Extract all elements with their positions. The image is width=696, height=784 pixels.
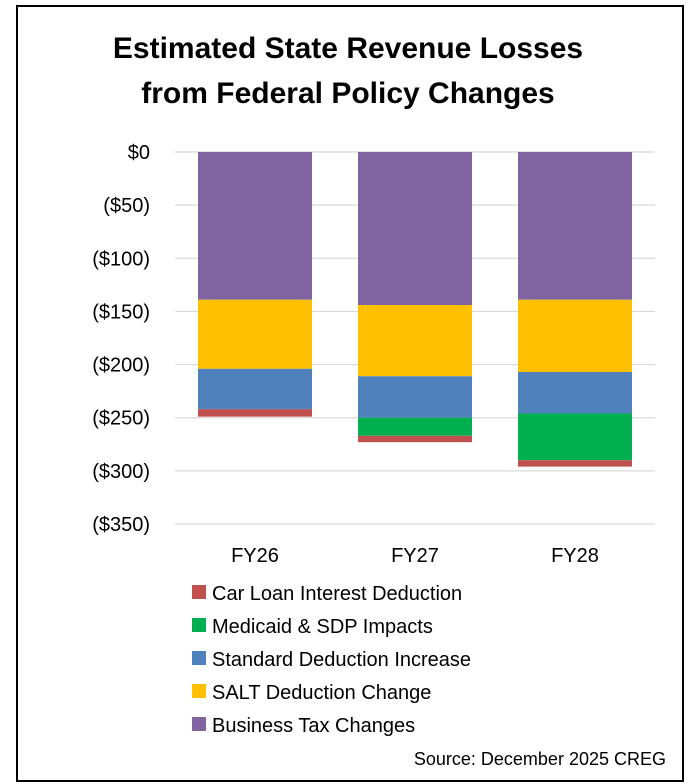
bar-segment-car-loan-interest-deduction [358, 435, 472, 443]
y-tick-label: ($250) [92, 408, 150, 430]
bar-segment-standard-deduction-increase [198, 368, 312, 410]
bar-segment-car-loan-interest-deduction [198, 409, 312, 417]
legend-swatch-standard-deduction-increase [192, 651, 206, 665]
legend-swatch-business-tax-changes [192, 717, 206, 731]
y-tick-label: ($50) [103, 195, 150, 217]
y-tick-label: ($300) [92, 461, 150, 483]
bar-segment-business-tax-changes [518, 152, 632, 300]
legend-label-car-loan-interest-deduction: Car Loan Interest Deduction [212, 583, 462, 605]
bar-segment-salt-deduction-change [198, 299, 312, 369]
legend-label-standard-deduction-increase: Standard Deduction Increase [212, 649, 471, 671]
bar-segment-medicaid-and-sdp-impacts [518, 413, 632, 461]
y-tick-label: ($150) [92, 301, 150, 323]
bar-segment-business-tax-changes [358, 152, 472, 306]
legend-swatch-car-loan-interest-deduction [192, 585, 206, 599]
legend-swatch-salt-deduction-change [192, 684, 206, 698]
bar-segment-car-loan-interest-deduction [518, 460, 632, 467]
y-tick-label: ($100) [92, 248, 150, 270]
y-tick-label: ($350) [92, 514, 150, 536]
bar-segment-salt-deduction-change [518, 299, 632, 373]
x-tick-label: FY26 [231, 545, 279, 567]
legend-label-salt-deduction-change: SALT Deduction Change [212, 682, 431, 704]
bar-segment-salt-deduction-change [358, 305, 472, 377]
source-note: Source: December 2025 CREG [413, 749, 666, 769]
legend-label-medicaid-and-sdp-impacts: Medicaid & SDP Impacts [212, 616, 433, 638]
bar-segment-standard-deduction-increase [358, 376, 472, 418]
y-tick-label: ($200) [92, 355, 150, 377]
bar-segment-standard-deduction-increase [518, 372, 632, 414]
y-tick-label: $0 [128, 142, 150, 164]
legend-swatch-medicaid-and-sdp-impacts [192, 618, 206, 632]
x-tick-label: FY27 [391, 545, 439, 567]
chart-title-line-2: from Federal Policy Changes [141, 77, 555, 110]
x-tick-label: FY28 [551, 545, 599, 567]
bar-segment-medicaid-and-sdp-impacts [358, 417, 472, 436]
legend-label-business-tax-changes: Business Tax Changes [212, 715, 415, 737]
bar-segment-business-tax-changes [198, 152, 312, 300]
chart-title-line-1: Estimated State Revenue Losses [112, 32, 584, 65]
